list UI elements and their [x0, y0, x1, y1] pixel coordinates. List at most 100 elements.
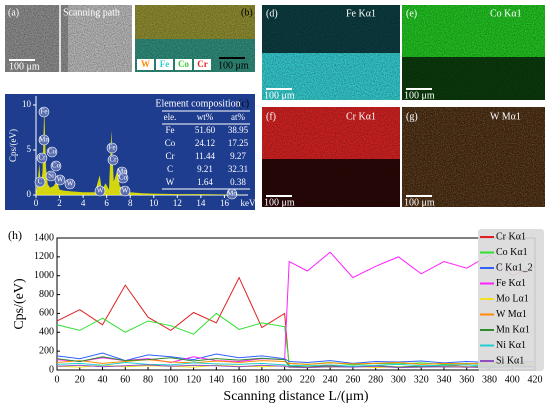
element-label: Cr Kα1: [346, 111, 376, 122]
x-tick-label: 240: [323, 374, 338, 385]
peak-label: Cr: [110, 156, 118, 164]
spectrum-area: [36, 106, 248, 195]
table-cell: 11.44: [195, 151, 215, 161]
legend-label: Co: [178, 59, 189, 69]
table-cell: Co: [165, 138, 176, 148]
table-cell: 32.31: [228, 164, 248, 174]
x-tick-label: 16: [220, 198, 230, 208]
legend-label: W: [141, 59, 150, 69]
peak-label: Co: [48, 148, 57, 156]
series-line: [56, 361, 536, 367]
table-header: wt%: [197, 112, 214, 122]
x-tick-label: 8: [128, 198, 133, 208]
element-label: Co Kα1: [490, 8, 522, 19]
series-line: [56, 352, 536, 364]
legend-swatch: [175, 59, 192, 70]
peak-label: Si: [48, 172, 54, 180]
table-cell: 9.27: [230, 151, 246, 161]
peak-marker: [107, 154, 119, 166]
peak-label: W: [67, 180, 74, 188]
peak-marker: [46, 146, 58, 158]
y-tick-label: 10: [22, 99, 32, 109]
legend-label: Cr: [197, 59, 208, 69]
table-cell: 38.95: [228, 125, 249, 135]
table-header: at%: [231, 112, 245, 122]
x-tick-label: 2: [57, 198, 62, 208]
caption: Scanning path: [63, 7, 120, 18]
x-tick-label: 160: [232, 374, 247, 385]
y-tick-label: 0: [27, 189, 32, 199]
peak-label: C: [38, 178, 43, 186]
panel-label: (a): [8, 7, 19, 18]
peak-label: W: [97, 187, 104, 195]
y-axis-label: Cps/(eV): [12, 278, 27, 330]
legend-label: C Kα1_2: [496, 262, 533, 273]
panel-g: (g) W Mα1 100 μm: [402, 107, 545, 208]
legend-box: [478, 229, 544, 371]
legend-swatch: [194, 59, 211, 70]
legend: Cr Kα1 Co Kα1 C Kα1_2 Fe Kα1 Mo Lα1 W Mα1 Mn K…: [478, 229, 544, 371]
peak-label: Mn: [39, 136, 49, 144]
table-cell: 9.21: [197, 164, 213, 174]
table-cell: Fe: [166, 125, 175, 135]
x-tick-label: 80: [143, 374, 153, 385]
legend-label: Si Kα1: [496, 355, 524, 366]
peak-label: W: [57, 176, 64, 184]
panel-label: (f): [266, 111, 276, 122]
scale-label: 100 μm: [264, 197, 295, 208]
x-axis-label: Scanning distance L/(μm): [223, 389, 368, 404]
table-cell: 1.64: [197, 177, 213, 187]
peak-label: Mo: [227, 190, 237, 198]
table-title: Element composition: [155, 98, 240, 109]
x-tick-label: 4: [81, 198, 86, 208]
panel-label: (c): [238, 98, 249, 109]
peak-label: Co: [119, 174, 128, 182]
peak-marker: [54, 174, 66, 186]
series-line: [56, 276, 536, 368]
peak-marker: [119, 185, 131, 197]
legend-label: Ni Kα1: [496, 340, 526, 351]
x-tick-label: 400: [505, 374, 520, 385]
y-tick-label: 0: [49, 364, 54, 375]
panel-e: (e) Co Kα1 100 μm: [402, 5, 545, 101]
panel-d: (d) Fe Kα1 100 μm: [262, 5, 400, 101]
peak-label: Fe: [109, 144, 116, 152]
x-tick-label: 280: [368, 374, 383, 385]
panel-b: (b) W Fe Co Cr 100 μm: [135, 5, 255, 72]
x-tick-label: 60: [120, 374, 130, 385]
scale-label: 100 μm: [218, 60, 249, 71]
table-cell: 51.60: [195, 125, 216, 135]
peak-marker: [117, 172, 129, 184]
legend-label: Cr Kα1: [496, 231, 526, 242]
x-tick-label: 300: [391, 374, 406, 385]
y-tick-label: 1000: [34, 270, 54, 281]
peak-label: Mn: [117, 168, 127, 176]
peak-label: W: [122, 187, 129, 195]
legend-swatch: [137, 59, 154, 70]
x-tick-label: 20: [75, 374, 85, 385]
legend-label: Fe Kα1: [496, 278, 526, 289]
series-line: [56, 364, 536, 369]
x-tick-label: 380: [482, 374, 497, 385]
y-tick-label: 1200: [34, 251, 54, 262]
table-cell: Cr: [166, 151, 175, 161]
x-tick-label: 12: [173, 198, 182, 208]
y-tick-label: 600: [39, 308, 54, 319]
panel-h: (h) 0 200 400 600 800 1000 1200 1400 0 20 40 60 80 100…: [8, 228, 544, 404]
y-tick-label: 1400: [34, 232, 54, 243]
legend-swatch: [156, 59, 173, 70]
peak-label: Fe: [41, 108, 48, 116]
x-tick-label: 220: [300, 374, 315, 385]
x-axis-label: keV: [241, 198, 256, 208]
element-label: Fe Kα1: [346, 8, 376, 19]
x-tick-label: 260: [345, 374, 360, 385]
legend-label: Mn Kα1: [496, 324, 530, 335]
y-axis-label: Cps/(eV): [8, 129, 18, 162]
panel-label: (b): [241, 7, 253, 18]
peak-marker: [38, 134, 50, 146]
legend-label: W Mα1: [496, 309, 527, 320]
table-cell: W: [166, 177, 175, 187]
peak-marker: [45, 170, 57, 182]
scale-label: 100 μm: [264, 90, 295, 101]
